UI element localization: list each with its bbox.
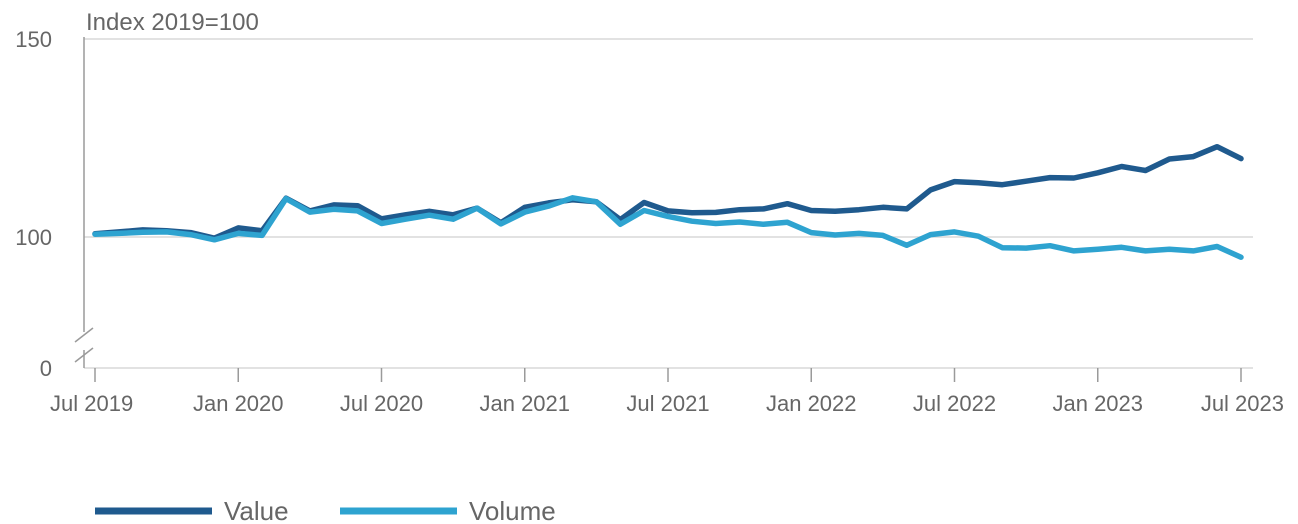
series-line-volume [92, 195, 1244, 260]
x-tick-label: Jan 2022 [766, 391, 857, 416]
y-tick-label: 100 [15, 225, 52, 250]
series-layer [92, 143, 1244, 260]
axis-break-mark-2 [74, 347, 94, 363]
x-tick-label: Jul 2023 [1201, 391, 1284, 416]
x-tick-label: Jul 2022 [913, 391, 996, 416]
x-axis: Jul 2019 Jan 2020 Jul 2020 Jan 2021 Jul 2021… [50, 368, 1284, 416]
legend: Value Volume [95, 496, 556, 524]
y-tick-label: 150 [15, 27, 52, 52]
axis-break-mark-1 [74, 327, 94, 343]
x-tick-label: Jul 2021 [626, 391, 709, 416]
x-tick-label: Jul 2020 [340, 391, 423, 416]
x-tick-label: Jul 2019 [50, 391, 133, 416]
y-axis: 0 100 150 [15, 27, 94, 381]
y-axis-label: Index 2019=100 [86, 9, 259, 36]
gridlines [84, 38, 1253, 369]
y-tick-label: 0 [40, 356, 52, 381]
legend-label-volume: Volume [469, 496, 556, 524]
x-tick-label: Jan 2021 [479, 391, 570, 416]
legend-label-value: Value [224, 496, 289, 524]
x-tick-label: Jan 2020 [193, 391, 284, 416]
x-tick-label: Jan 2023 [1052, 391, 1143, 416]
